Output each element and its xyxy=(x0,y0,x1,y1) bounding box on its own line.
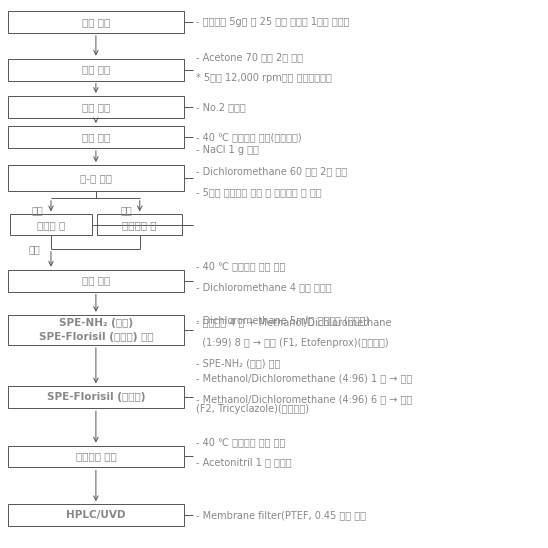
Text: - 검체용액 4 ㎖ + Methanol/Dichloromethane: - 검체용액 4 ㎖ + Methanol/Dichloromethane xyxy=(196,317,392,327)
Text: SPE-Florisil (아래쪽): SPE-Florisil (아래쪽) xyxy=(47,392,145,402)
Text: - Membrane filter(PTEF, 0.45 ㎛로 여과: - Membrane filter(PTEF, 0.45 ㎛로 여과 xyxy=(196,510,366,520)
Bar xyxy=(8,504,184,526)
Text: 질소기류 농축: 질소기류 농축 xyxy=(76,452,116,461)
Bar xyxy=(8,315,184,345)
Text: 비림: 비림 xyxy=(28,244,41,254)
Text: - SPE-NH₂ (위쪽) 제거: - SPE-NH₂ (위쪽) 제거 xyxy=(196,358,281,368)
Text: (F2, Tricyclazole)(자연낙하): (F2, Tricyclazole)(자연낙하) xyxy=(196,404,309,414)
Text: - Dichloromethane 60 ㎖씩 2회 분배: - Dichloromethane 60 ㎖씩 2회 분배 xyxy=(196,166,347,176)
Text: - Dichloromethane 5ml를 흘러비림 (활성화): - Dichloromethane 5ml를 흘러비림 (활성화) xyxy=(196,316,369,326)
Text: - Methanol/Dichloromethane (4:96) 1 ㎖ → 비림: - Methanol/Dichloromethane (4:96) 1 ㎖ → … xyxy=(196,373,413,383)
Bar xyxy=(8,59,184,81)
Text: - Dichloromethane 4 ㎖에 재용해: - Dichloromethane 4 ㎖에 재용해 xyxy=(196,282,332,292)
Text: 액-액 분배: 액-액 분배 xyxy=(80,173,112,183)
Text: - 분쇄시료 5g에 물 25 ㎖를 가하여 1시간 습윤화: - 분쇄시료 5g에 물 25 ㎖를 가하여 1시간 습윤화 xyxy=(196,17,350,27)
Bar xyxy=(8,11,184,33)
Text: 상층: 상층 xyxy=(31,205,43,215)
Text: - No.2 여과지: - No.2 여과지 xyxy=(196,102,246,112)
Text: - Methanol/Dichloromethane (4:96) 6 ㎖ → 받음: - Methanol/Dichloromethane (4:96) 6 ㎖ → … xyxy=(196,394,413,404)
Bar xyxy=(8,126,184,148)
Text: SPE-NH₂ (위쪽)
SPE-Florisil (아래쪽) 연결: SPE-NH₂ (위쪽) SPE-Florisil (아래쪽) 연결 xyxy=(38,318,153,342)
Text: 감압 농축: 감압 농축 xyxy=(82,132,110,142)
Bar xyxy=(8,446,184,467)
Bar xyxy=(8,386,184,408)
Text: 수용액 층: 수용액 층 xyxy=(37,220,65,230)
Text: 볏짚 시료: 볏짚 시료 xyxy=(82,17,110,27)
Text: 용매 추출: 용매 추출 xyxy=(82,65,110,75)
Text: HPLC/UVD: HPLC/UVD xyxy=(66,510,125,520)
Bar xyxy=(98,214,182,235)
Text: (1:99) 8 ㎖ → 받음 (F1, Etofenprox)(자연낙하): (1:99) 8 ㎖ → 받음 (F1, Etofenprox)(자연낙하) xyxy=(196,338,389,347)
Text: 유기용매 층: 유기용매 층 xyxy=(123,220,157,230)
Text: * 5분간 12,000 rpm에서 고속마쇄추출: * 5분간 12,000 rpm에서 고속마쇄추출 xyxy=(196,73,332,83)
Text: - 40 ℃ 이하에서 농축(용매제거): - 40 ℃ 이하에서 농축(용매제거) xyxy=(196,132,302,142)
Text: - 40 ℃ 이하에서 농축 건고: - 40 ℃ 이하에서 농축 건고 xyxy=(196,261,286,271)
Bar xyxy=(10,214,92,235)
Text: - 5분간 격렬하게 진당 후 정치하여 층 분리: - 5분간 격렬하게 진당 후 정치하여 층 분리 xyxy=(196,187,322,197)
Text: - Acetone 70 ㎖씩 2회 추출: - Acetone 70 ㎖씩 2회 추출 xyxy=(196,52,303,62)
Text: 흡인 여과: 흡인 여과 xyxy=(82,102,110,112)
Bar xyxy=(8,96,184,118)
Bar xyxy=(8,165,184,191)
Bar xyxy=(8,270,184,292)
Text: 하층: 하층 xyxy=(120,205,132,215)
Text: - Acetonitril 1 ㎖ 재용해: - Acetonitril 1 ㎖ 재용해 xyxy=(196,458,292,467)
Text: 감압 농축: 감압 농축 xyxy=(82,276,110,286)
Text: - NaCl 1 g 첨가: - NaCl 1 g 첨가 xyxy=(196,145,259,155)
Text: - 40 ℃ 이하에서 농축 건고: - 40 ℃ 이하에서 농축 건고 xyxy=(196,437,286,447)
